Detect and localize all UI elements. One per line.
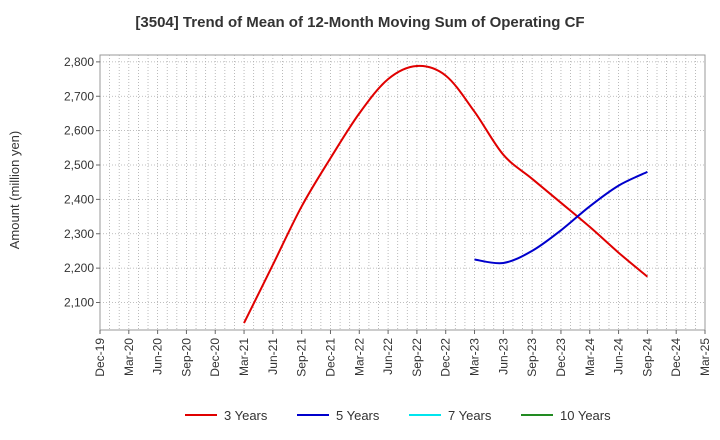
legend-label-7-years: 7 Years xyxy=(448,408,492,423)
x-tick-label: Jun-22 xyxy=(381,338,395,375)
legend: 3 Years 5 Years 7 Years 10 Years xyxy=(185,408,611,423)
x-tick-label: Mar-20 xyxy=(122,338,136,376)
series-line-5-years xyxy=(474,170,648,265)
y-tick-label: 2,700 xyxy=(64,89,94,103)
y-tick-label: 2,600 xyxy=(64,124,94,138)
x-tick-label: Dec-21 xyxy=(323,338,337,377)
y-tick-label: 2,300 xyxy=(64,227,94,241)
x-tick-label: Dec-24 xyxy=(669,338,683,377)
y-tick-label: 2,500 xyxy=(64,158,94,172)
y-tick-label: 2,400 xyxy=(64,192,94,206)
x-tick-label: Dec-23 xyxy=(554,338,568,377)
chart-title: [3504] Trend of Mean of 12-Month Moving … xyxy=(135,14,585,31)
x-tick-label: Sep-21 xyxy=(295,338,309,377)
x-tick-label: Sep-22 xyxy=(410,338,424,377)
x-tick-label: Mar-24 xyxy=(583,338,597,376)
series-lines xyxy=(243,64,649,324)
x-tick-label: Mar-23 xyxy=(468,338,482,376)
x-tick-label: Sep-20 xyxy=(179,338,193,377)
series-line-3-years xyxy=(243,64,649,324)
x-tick-label: Sep-23 xyxy=(525,338,539,377)
x-tick-label: Dec-20 xyxy=(208,338,222,377)
y-tick-label: 2,200 xyxy=(64,261,94,275)
x-tick-label: Mar-25 xyxy=(698,338,712,376)
x-tick-label: Jun-23 xyxy=(496,338,510,375)
y-tick-label: 2,100 xyxy=(64,296,94,310)
y-axis-ticks: 2,100 2,200 2,300 2,400 2,500 2,600 2,700 2,800 xyxy=(64,55,100,310)
legend-label-3-years: 3 Years xyxy=(224,408,268,423)
legend-label-5-years: 5 Years xyxy=(336,408,380,423)
plot-area xyxy=(99,54,706,331)
x-tick-label: Mar-22 xyxy=(352,338,366,376)
y-axis-title: Amount (million yen) xyxy=(7,131,22,250)
x-tick-label: Jun-24 xyxy=(612,338,626,375)
x-tick-label: Dec-19 xyxy=(93,338,107,377)
plot-border xyxy=(99,54,706,331)
legend-label-10-years: 10 Years xyxy=(560,408,611,423)
x-tick-label: Dec-22 xyxy=(439,338,453,377)
x-tick-label: Jun-21 xyxy=(266,338,280,375)
y-tick-label: 2,800 xyxy=(64,55,94,69)
x-tick-label: Jun-20 xyxy=(151,338,165,375)
x-tick-label: Sep-24 xyxy=(640,338,654,377)
x-tick-label: Mar-21 xyxy=(237,338,251,376)
x-axis-ticks: Dec-19 Mar-20 Jun-20 Sep-20 Dec-20 Mar-21 Jun-… xyxy=(93,330,712,377)
